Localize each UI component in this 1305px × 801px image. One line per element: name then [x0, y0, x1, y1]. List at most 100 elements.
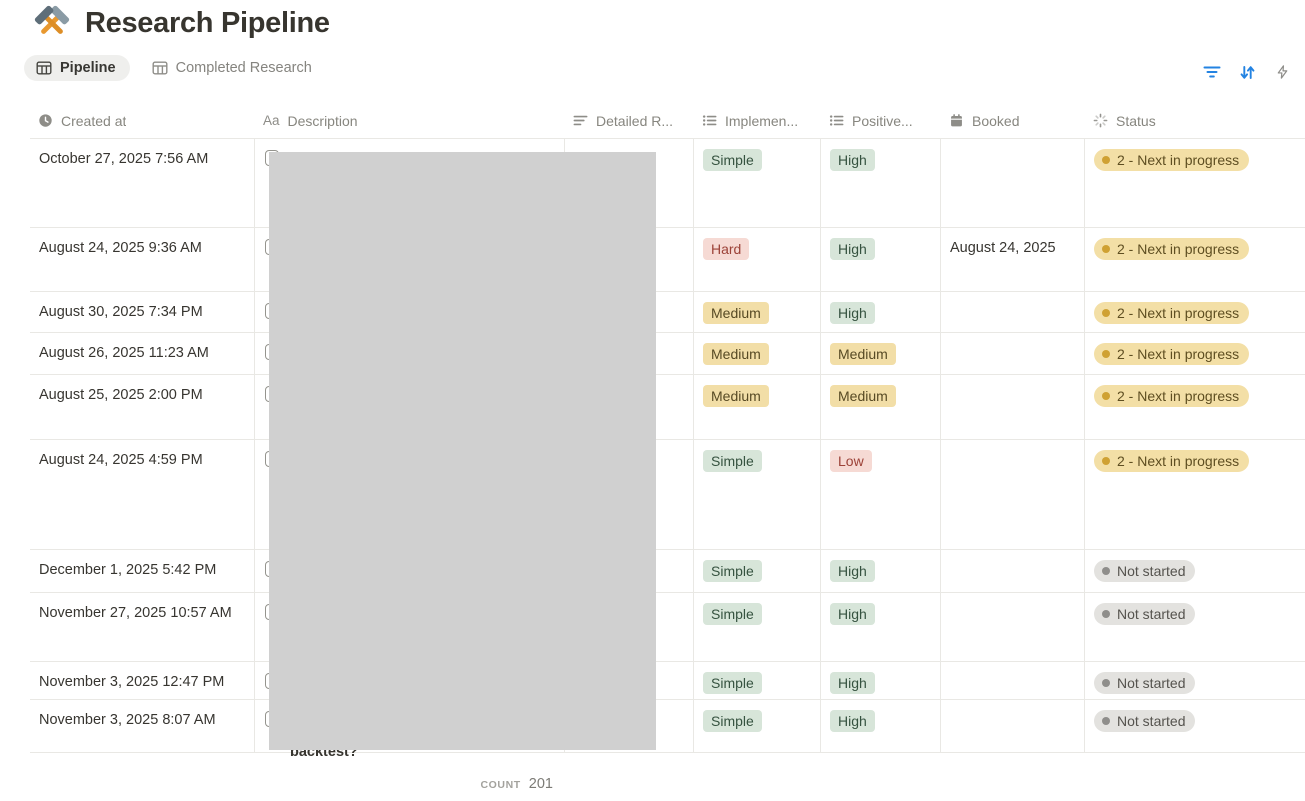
cell-created-at[interactable]: December 1, 2025 5:42 PM	[30, 550, 255, 592]
cell-positive[interactable]: High	[821, 550, 941, 592]
cell-detailed[interactable]	[565, 700, 694, 752]
cell-booked[interactable]	[941, 550, 1085, 592]
cell-detailed[interactable]	[565, 593, 694, 661]
table-row[interactable]: November 3, 2025 8:07 AM backtest? Simpl…	[30, 700, 1305, 760]
cell-implementation[interactable]: Simple	[694, 139, 821, 227]
cell-created-at[interactable]: November 3, 2025 8:07 AM	[30, 700, 255, 752]
cell-implementation[interactable]: Simple	[694, 550, 821, 592]
cell-positive[interactable]: High	[821, 593, 941, 661]
cell-status[interactable]: 2 - Next in progress	[1085, 228, 1305, 291]
table-row[interactable]: August 25, 2025 2:00 PM Medium Medium 2 …	[30, 375, 1305, 440]
cell-positive[interactable]: High	[821, 700, 941, 752]
tab-pipeline[interactable]: Pipeline	[24, 55, 130, 81]
cell-detailed[interactable]	[565, 333, 694, 374]
cell-status[interactable]: Not started	[1085, 593, 1305, 661]
cell-created-at[interactable]: August 24, 2025 9:36 AM	[30, 228, 255, 291]
select-tag: Simple	[703, 710, 762, 732]
cell-implementation[interactable]: Simple	[694, 593, 821, 661]
bullet-list-icon	[702, 113, 717, 128]
cell-status[interactable]: 2 - Next in progress	[1085, 333, 1305, 374]
cell-booked[interactable]	[941, 292, 1085, 332]
cell-status[interactable]: 2 - Next in progress	[1085, 292, 1305, 332]
cell-detailed[interactable]	[565, 440, 694, 549]
status-pill: 2 - Next in progress	[1094, 450, 1250, 472]
cell-positive[interactable]: Low	[821, 440, 941, 549]
page-header: Research Pipeline	[33, 0, 330, 46]
status-dot	[1102, 679, 1110, 687]
cell-detailed[interactable]	[565, 228, 694, 291]
table-row[interactable]: August 26, 2025 11:23 AM Medium Medium 2…	[30, 333, 1305, 375]
cell-detailed[interactable]	[565, 550, 694, 592]
cell-booked[interactable]	[941, 139, 1085, 227]
filter-icon[interactable]	[1202, 62, 1222, 82]
select-tag: Medium	[703, 343, 769, 365]
status-pill: Not started	[1094, 560, 1196, 582]
cell-positive[interactable]: High	[821, 662, 941, 699]
cell-booked[interactable]	[941, 662, 1085, 699]
table-view-icon	[152, 60, 168, 76]
table-header-row: Created at Aa Description Detailed R...	[30, 103, 1305, 139]
column-header-description[interactable]: Aa Description	[263, 112, 358, 129]
cell-implementation[interactable]: Medium	[694, 375, 821, 439]
status-pill: 2 - Next in progress	[1094, 385, 1250, 407]
cell-implementation[interactable]: Simple	[694, 440, 821, 549]
lightning-icon[interactable]	[1272, 62, 1292, 82]
column-header-booked[interactable]: Booked	[941, 103, 1085, 138]
cell-status[interactable]: Not started	[1085, 700, 1305, 752]
table-row[interactable]: August 24, 2025 9:36 AM Hard High August…	[30, 228, 1305, 292]
cell-created-at[interactable]: November 3, 2025 12:47 PM	[30, 662, 255, 699]
column-header-implementation[interactable]: Implemen...	[694, 103, 821, 138]
cell-created-at[interactable]: August 24, 2025 4:59 PM	[30, 440, 255, 549]
cell-detailed[interactable]	[565, 375, 694, 439]
cell-detailed[interactable]	[565, 139, 694, 227]
cell-created-at[interactable]: October 27, 2025 7:56 AM	[30, 139, 255, 227]
status-dot	[1102, 392, 1110, 400]
status-pill: Not started	[1094, 672, 1196, 694]
redacted-region	[269, 152, 656, 750]
cell-created-at[interactable]: November 27, 2025 10:57 AM	[30, 593, 255, 661]
cell-status[interactable]: 2 - Next in progress	[1085, 440, 1305, 549]
cell-positive[interactable]: Medium	[821, 375, 941, 439]
cell-positive[interactable]: High	[821, 292, 941, 332]
column-header-positive[interactable]: Positive...	[821, 103, 941, 138]
cell-implementation[interactable]: Medium	[694, 292, 821, 332]
table-row[interactable]: August 24, 2025 4:59 PM Simple Low 2 - N…	[30, 440, 1305, 550]
cell-status[interactable]: 2 - Next in progress	[1085, 139, 1305, 227]
column-header-created-at[interactable]: Created at	[30, 103, 255, 138]
cell-booked[interactable]: August 24, 2025	[941, 228, 1085, 291]
table-row[interactable]: December 1, 2025 5:42 PM Simple High Not…	[30, 550, 1305, 593]
cell-booked[interactable]	[941, 700, 1085, 752]
table-row[interactable]: November 3, 2025 12:47 PM Simple High No…	[30, 662, 1305, 700]
cell-created-at[interactable]: August 26, 2025 11:23 AM	[30, 333, 255, 374]
table-row[interactable]: October 27, 2025 7:56 AM Simple High 2 -…	[30, 139, 1305, 228]
cell-created-at[interactable]: August 25, 2025 2:00 PM	[30, 375, 255, 439]
column-header-detailed[interactable]: Detailed R...	[565, 103, 694, 138]
select-tag: High	[830, 560, 875, 582]
cell-positive[interactable]: High	[821, 139, 941, 227]
cell-booked[interactable]	[941, 333, 1085, 374]
column-header-status[interactable]: Status	[1085, 103, 1305, 138]
cell-positive[interactable]: High	[821, 228, 941, 291]
cell-implementation[interactable]: Hard	[694, 228, 821, 291]
status-dot	[1102, 350, 1110, 358]
cell-implementation[interactable]: Simple	[694, 662, 821, 699]
select-tag: High	[830, 302, 875, 324]
cell-status[interactable]: Not started	[1085, 550, 1305, 592]
tab-completed-research[interactable]: Completed Research	[140, 55, 326, 81]
sort-icon[interactable]	[1237, 62, 1257, 82]
cell-created-at[interactable]: August 30, 2025 7:34 PM	[30, 292, 255, 332]
cell-booked[interactable]	[941, 593, 1085, 661]
table-row[interactable]: November 27, 2025 10:57 AM Simple High N…	[30, 593, 1305, 662]
count-footer[interactable]: COUNT 201	[255, 776, 553, 792]
table-row[interactable]: August 30, 2025 7:34 PM Medium High 2 - …	[30, 292, 1305, 333]
cell-detailed[interactable]	[565, 292, 694, 332]
cell-booked[interactable]	[941, 375, 1085, 439]
cell-implementation[interactable]: Simple	[694, 700, 821, 752]
cell-status[interactable]: 2 - Next in progress	[1085, 375, 1305, 439]
cell-status[interactable]: Not started	[1085, 662, 1305, 699]
text-lines-icon	[573, 113, 588, 128]
cell-positive[interactable]: Medium	[821, 333, 941, 374]
cell-booked[interactable]	[941, 440, 1085, 549]
cell-detailed[interactable]	[565, 662, 694, 699]
cell-implementation[interactable]: Medium	[694, 333, 821, 374]
